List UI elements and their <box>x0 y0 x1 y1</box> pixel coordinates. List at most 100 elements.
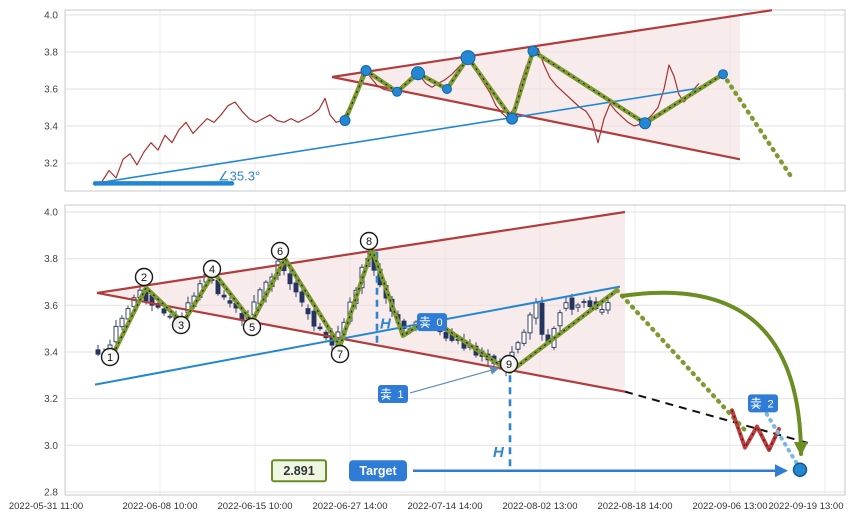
pivot-number: 3 <box>178 320 184 332</box>
sell-badge-digit: 0 <box>436 317 442 329</box>
pivot-circle <box>134 267 154 287</box>
pivot-circle <box>270 241 290 261</box>
target-dot <box>792 462 808 477</box>
candle-body <box>563 302 569 309</box>
y-axis-tick-label: 3.8 <box>44 48 58 59</box>
sell-badge-1[interactable]: 1 <box>378 384 408 403</box>
candle-body <box>443 331 449 339</box>
y-axis-tick-label: 2.8 <box>44 488 58 499</box>
candle-body <box>227 300 233 304</box>
x-axis-tick-label: 2022-09-19 13:00 <box>768 501 844 512</box>
candle-body <box>167 315 173 318</box>
x-axis-tick-label: 2022-06-08 10:00 <box>122 501 198 512</box>
candle-body <box>113 325 119 343</box>
candle-body <box>161 308 167 314</box>
sell-badge-0[interactable]: 0 <box>417 313 447 332</box>
candle-body <box>539 302 545 335</box>
wedge-upper-line <box>331 9 773 79</box>
swing-dot <box>460 50 476 66</box>
candle-body <box>119 317 125 328</box>
swing-dot <box>360 65 372 76</box>
pivot-number: 6 <box>277 246 283 258</box>
y-axis-tick-label: 3.2 <box>44 159 58 170</box>
target-button[interactable] <box>349 460 407 482</box>
h-label: H <box>380 316 392 333</box>
pivot-circle <box>242 317 262 337</box>
x-axis-tick-label: 2022-08-02 13:00 <box>502 501 578 512</box>
y-axis-tick-label: 3.6 <box>44 301 58 312</box>
candle-body <box>515 342 521 350</box>
projection-curved-arrow <box>620 290 808 457</box>
angle-label: ∠35.3° <box>218 169 260 184</box>
h-label: H <box>493 444 505 461</box>
candle-body <box>587 300 593 307</box>
pivot-number: 1 <box>107 352 113 364</box>
pivot-circle <box>359 231 379 251</box>
y-axis-tick-label: 3.2 <box>44 394 58 405</box>
swing-dot <box>411 66 425 81</box>
pivot-circle <box>100 347 120 367</box>
y-axis-tick-label: 4.0 <box>44 11 58 22</box>
dashed-trend-projection <box>624 390 809 444</box>
candle-body <box>287 273 293 285</box>
candle-body <box>575 304 581 308</box>
swing-dot <box>392 86 402 97</box>
sell-badge-arrow <box>409 366 500 394</box>
x-axis-tick-label: 2022-05-31 11:00 <box>8 501 84 512</box>
pivot-number: 7 <box>337 349 343 361</box>
y-axis-tick-label: 3.8 <box>44 254 58 265</box>
x-axis-tick-label: 2022-07-14 14:00 <box>407 501 483 512</box>
red-pullback-dotted-core <box>731 410 780 451</box>
x-axis-tick-label: 2022-08-18 14:00 <box>597 501 673 512</box>
top-chart-panel: 4.0 3.8 3.6 3.4 3.2 ∠35.3° <box>44 9 846 192</box>
candle-body <box>401 320 407 329</box>
x-axis-tick-label: 2022-09-06 13:00 <box>692 501 768 512</box>
sell-badge-digit: 2 <box>767 398 773 410</box>
candle-body <box>533 302 539 319</box>
candle-body <box>299 291 305 303</box>
pivot-number: 8 <box>366 236 372 248</box>
pivot-circle <box>171 315 191 335</box>
candle-body <box>125 308 131 320</box>
wedge-upper-line <box>96 210 626 295</box>
sell-badge-2[interactable]: 2 <box>748 394 778 413</box>
candle-body <box>605 302 611 311</box>
zigzag-line-dotted-core <box>344 50 724 124</box>
target-value-box <box>271 459 327 483</box>
y-axis-tick-label: 3.0 <box>44 441 58 452</box>
candle-body <box>95 349 101 355</box>
y-axis-tick-label: 3.4 <box>44 348 58 359</box>
wedge-lower-line <box>96 291 626 393</box>
pivot-circle <box>330 344 350 364</box>
candle-body <box>311 310 317 327</box>
pivot-circle <box>202 259 222 279</box>
target-value: 2.891 <box>283 464 314 478</box>
y-axis-tick-label: 3.6 <box>44 85 58 96</box>
candle-body <box>569 297 575 310</box>
swing-dot <box>442 84 452 94</box>
sell-badge-digit: 1 <box>397 389 403 401</box>
panel-border <box>64 9 846 192</box>
swing-dot <box>506 112 518 125</box>
candle-body <box>521 331 527 344</box>
mai-sell-character <box>750 397 762 410</box>
pivot-circle <box>499 354 519 374</box>
mai-sell-character <box>380 387 392 400</box>
candle-body <box>221 294 227 298</box>
candle-body <box>293 282 299 293</box>
pivot-number: 5 <box>249 322 255 334</box>
candle-body <box>581 301 587 304</box>
candle-body <box>131 297 137 308</box>
candle-body <box>317 326 323 330</box>
target-button-label: Target <box>359 464 397 478</box>
pivot-number: 2 <box>141 272 147 284</box>
candle-body <box>599 309 605 313</box>
swing-dot <box>639 117 651 130</box>
wedge-fill <box>97 212 625 392</box>
mai-sell-character <box>419 315 431 328</box>
zigzag-projection <box>720 71 795 181</box>
bottom-chart-panel: 4.0 3.8 3.6 3.4 3.2 3.0 2.8 2.891 Target 1 2 3 4 5 6 7 8… <box>44 204 846 499</box>
y-axis-tick-label: 3.4 <box>44 122 58 133</box>
candle-body <box>527 314 533 334</box>
